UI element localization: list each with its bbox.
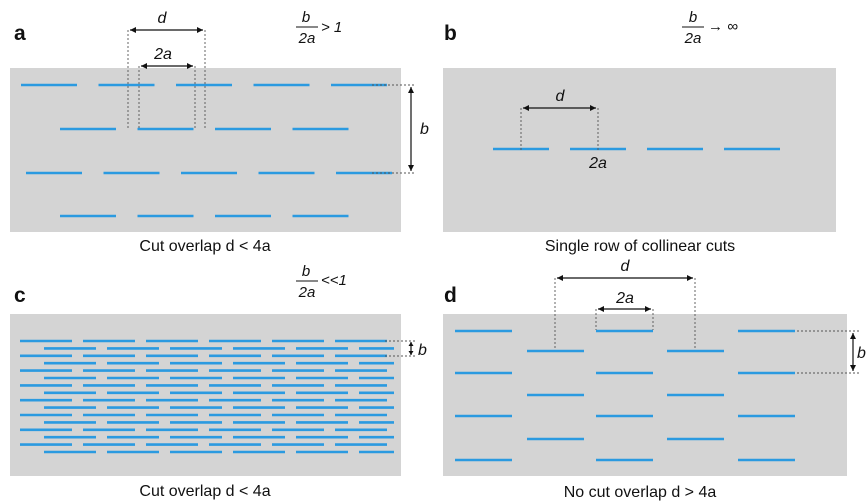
panel-d-2a-arrowheads xyxy=(598,306,651,312)
panel-d-sheet xyxy=(443,314,847,476)
panel-d-cuts xyxy=(455,329,795,462)
panel-b-ratio-denominator: 2a xyxy=(684,30,702,47)
panel-a-sheet xyxy=(10,68,401,232)
panel-a-ratio-relation: > 1 xyxy=(321,19,342,36)
panel-c: b b 2a <<1 c Cut overlap d < 4a xyxy=(10,263,427,500)
panel-d-letter: d xyxy=(444,284,457,307)
panel-d-d-label: d xyxy=(621,258,631,275)
panel-c-ratio-relation: <<1 xyxy=(321,272,347,289)
panel-d-2a-label: 2a xyxy=(615,290,634,307)
panel-b: d 2a b 2a → ∞ b Single row of collinear … xyxy=(443,9,836,255)
panel-a-b-label: b xyxy=(420,121,429,138)
panel-a-caption: Cut overlap d < 4a xyxy=(139,238,270,255)
panel-b-2a-label: 2a xyxy=(588,155,607,172)
panel-c-caption: Cut overlap d < 4a xyxy=(139,483,270,500)
panel-d-b-label: b xyxy=(857,345,866,362)
panel-c-letter: c xyxy=(14,284,26,307)
panel-c-ratio-denominator: 2a xyxy=(298,284,316,301)
panel-b-letter: b xyxy=(444,22,457,45)
panel-c-cuts xyxy=(20,339,394,454)
panel-b-ratio-relation: → ∞ xyxy=(708,18,738,35)
panel-a-ratio-denominator: 2a xyxy=(298,30,316,47)
panel-b-d-label: d xyxy=(556,88,566,105)
panel-d: d 2a b d No cut overlap d > 4a xyxy=(443,258,866,501)
panel-a: d 2a b b 2a > 1 a Cut overlap d < 4a xyxy=(10,9,429,255)
panel-c-b-label: b xyxy=(418,342,427,359)
panel-a-ratio-numerator: b xyxy=(302,9,310,26)
panel-a-cuts xyxy=(21,83,392,218)
panel-a-2a-label: 2a xyxy=(153,46,172,63)
panel-a-2a-arrowheads xyxy=(141,63,193,69)
panel-c-ratio-numerator: b xyxy=(302,263,310,280)
panel-a-d-label: d xyxy=(158,10,168,27)
panel-d-caption: No cut overlap d > 4a xyxy=(564,484,717,501)
panel-b-ratio-numerator: b xyxy=(689,9,697,26)
panel-b-caption: Single row of collinear cuts xyxy=(545,238,735,255)
panel-a-letter: a xyxy=(14,22,26,45)
panel-c-b-arrowheads xyxy=(408,342,414,355)
